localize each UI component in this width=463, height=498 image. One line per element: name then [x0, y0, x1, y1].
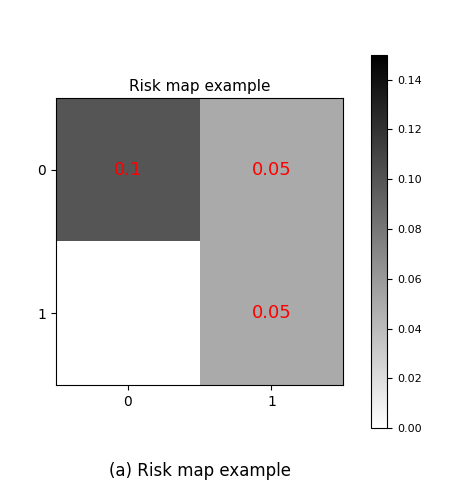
Text: (a) Risk map example: (a) Risk map example: [108, 462, 290, 480]
Text: 0.05: 0.05: [251, 304, 291, 322]
Text: 0.1: 0.1: [113, 161, 142, 179]
Title: Risk map example: Risk map example: [129, 79, 269, 94]
Text: 0.05: 0.05: [251, 161, 291, 179]
